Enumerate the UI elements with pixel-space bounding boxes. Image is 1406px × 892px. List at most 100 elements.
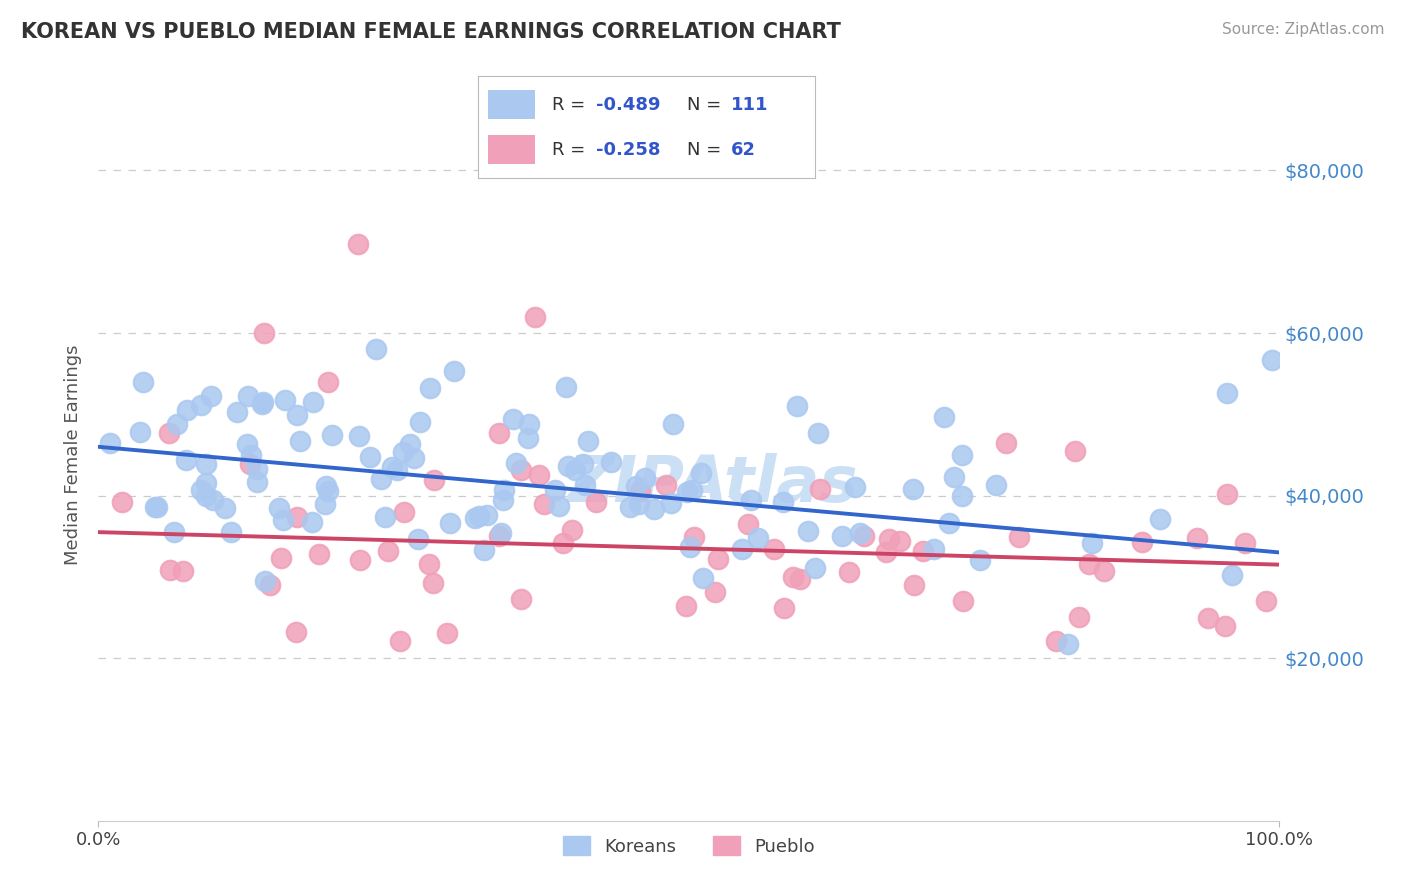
- Point: [388, 634, 411, 648]
- Bar: [488, 136, 536, 164]
- Point: [690, 466, 713, 480]
- Point: [600, 455, 623, 469]
- Point: [740, 493, 762, 508]
- Point: [505, 456, 527, 470]
- Text: R =: R =: [553, 95, 592, 113]
- Point: [969, 552, 991, 566]
- Point: [737, 516, 759, 531]
- Point: [624, 478, 647, 492]
- Point: [681, 483, 703, 498]
- Text: -0.489: -0.489: [596, 95, 661, 113]
- Point: [190, 483, 212, 497]
- Point: [349, 552, 371, 566]
- Point: [422, 575, 444, 590]
- Point: [253, 574, 276, 588]
- Point: [1045, 634, 1067, 648]
- Point: [995, 436, 1018, 450]
- Point: [849, 525, 872, 540]
- Point: [773, 601, 796, 615]
- Bar: [488, 90, 536, 119]
- Point: [509, 463, 531, 477]
- Point: [385, 463, 408, 477]
- Point: [163, 525, 186, 540]
- Point: [675, 599, 697, 613]
- Point: [1220, 567, 1243, 582]
- Point: [491, 492, 513, 507]
- Point: [807, 426, 830, 441]
- Point: [439, 516, 461, 530]
- Point: [924, 542, 946, 557]
- Point: [475, 508, 498, 523]
- Point: [903, 578, 925, 592]
- Point: [643, 502, 665, 516]
- Point: [517, 432, 540, 446]
- Point: [399, 436, 422, 450]
- Point: [146, 500, 169, 515]
- Point: [221, 524, 243, 539]
- Point: [551, 536, 574, 550]
- Point: [159, 563, 181, 577]
- Point: [488, 529, 510, 543]
- Point: [659, 496, 682, 510]
- Point: [912, 544, 935, 558]
- Text: R =: R =: [553, 141, 592, 159]
- Point: [314, 497, 336, 511]
- Y-axis label: Median Female Earnings: Median Female Earnings: [65, 344, 83, 566]
- Point: [1057, 637, 1080, 651]
- Point: [202, 492, 225, 507]
- Point: [1064, 444, 1087, 458]
- Point: [464, 511, 486, 525]
- Point: [195, 475, 218, 490]
- Point: [731, 541, 754, 556]
- Point: [443, 364, 465, 378]
- Point: [679, 541, 702, 555]
- Point: [838, 565, 860, 579]
- Point: [627, 498, 650, 512]
- Point: [225, 405, 247, 419]
- Point: [1261, 353, 1284, 368]
- Point: [986, 478, 1008, 492]
- Point: [1078, 557, 1101, 571]
- Point: [236, 389, 259, 403]
- Point: [308, 547, 330, 561]
- Point: [1254, 593, 1277, 607]
- Point: [789, 572, 811, 586]
- Point: [176, 402, 198, 417]
- Point: [938, 516, 960, 531]
- Text: 62: 62: [731, 141, 756, 159]
- Point: [772, 494, 794, 508]
- Point: [252, 394, 274, 409]
- Point: [301, 516, 323, 530]
- Point: [489, 526, 512, 541]
- Point: [502, 411, 524, 425]
- Point: [1092, 565, 1115, 579]
- Point: [1007, 529, 1029, 543]
- Point: [200, 389, 222, 403]
- Point: [195, 489, 218, 503]
- Point: [810, 482, 832, 496]
- Point: [98, 436, 121, 450]
- Text: ZIPAtlas: ZIPAtlas: [567, 453, 858, 516]
- Point: [285, 408, 308, 422]
- Point: [392, 505, 415, 519]
- Point: [1132, 534, 1154, 549]
- Point: [934, 409, 956, 424]
- Point: [315, 479, 337, 493]
- Point: [675, 485, 697, 500]
- Point: [404, 450, 426, 465]
- Point: [619, 500, 641, 514]
- Point: [316, 375, 339, 389]
- Point: [889, 534, 911, 549]
- Point: [377, 544, 399, 558]
- Point: [572, 457, 595, 471]
- Point: [423, 474, 446, 488]
- Point: [239, 457, 262, 471]
- Point: [253, 326, 276, 340]
- Point: [564, 462, 586, 476]
- Point: [655, 478, 678, 492]
- Point: [472, 543, 495, 558]
- Point: [1216, 385, 1239, 400]
- Point: [524, 310, 547, 324]
- Point: [190, 398, 212, 412]
- Point: [274, 392, 297, 407]
